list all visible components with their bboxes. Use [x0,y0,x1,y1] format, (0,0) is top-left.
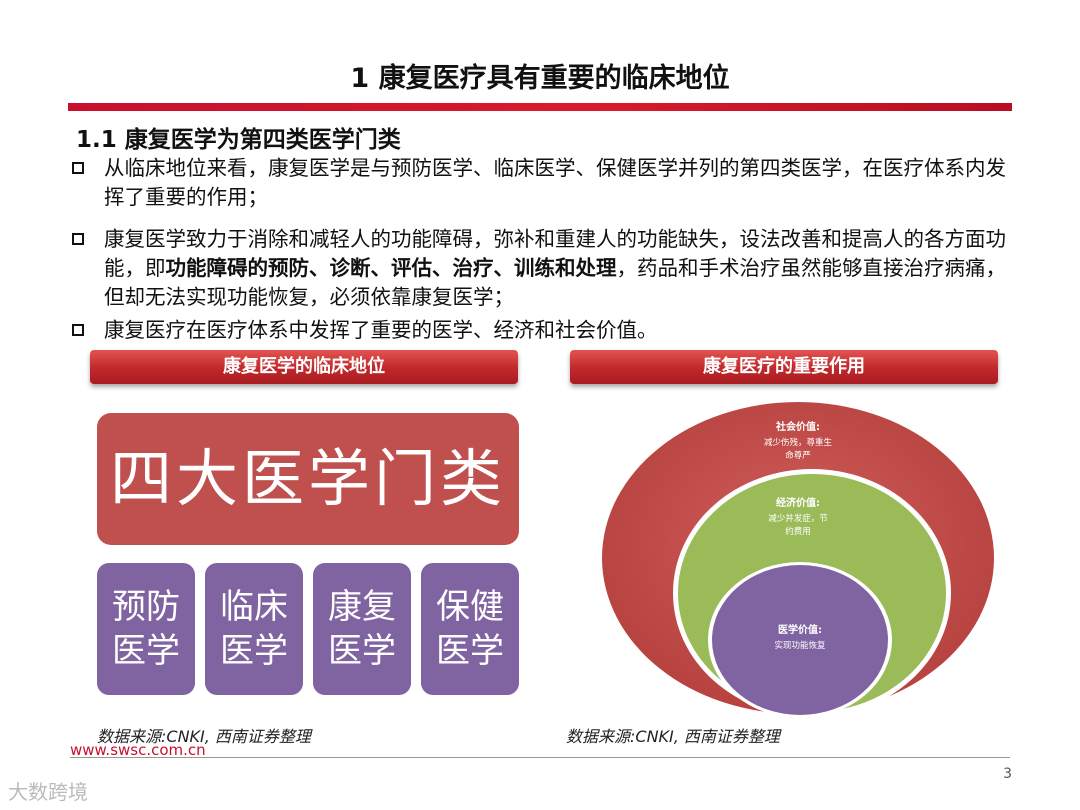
economic-value-label: 经济价值: 减少并发症，节 约费用 [723,494,873,539]
bullet-text: 康复医学致力于消除和减轻人的功能障碍，弥补和重建人的功能缺失，设法改善和提高人的… [70,225,1020,312]
social-value-desc: 减少伤残，尊重生 [763,438,832,448]
category-line: 医学 [328,631,396,671]
watermark-logo: 大数跨境 [8,780,88,804]
category-line: 医学 [436,631,504,671]
right-source-note: 数据来源:CNKI, 西南证券整理 [566,727,780,746]
bullet-item: 康复医疗在医疗体系中发挥了重要的医学、经济和社会价值。 [70,316,1020,345]
right-panel-header: 康复医疗的重要作用 [570,350,998,384]
bullet-text: 康复医疗在医疗体系中发挥了重要的医学、经济和社会价值。 [104,318,658,342]
bullet-item: 从临床地位来看，康复医学是与预防医学、临床医学、保健医学并列的第四类医学，在医疗… [70,154,1020,212]
bullet-text-emphasis: 功能障碍的预防、诊断、评估、治疗、训练和处理 [165,256,617,280]
bullet-text: 从临床地位来看，康复医学是与预防医学、临床医学、保健医学并列的第四类医学，在医疗… [104,156,1006,209]
slide-title: 1 康复医疗具有重要的临床地位 [350,63,730,94]
category-box: 临床 医学 [205,563,303,695]
category-line: 临床 [220,587,288,627]
category-line: 医学 [220,631,288,671]
left-panel-header: 康复医学的临床地位 [90,350,518,384]
inner-ring-medical [712,565,888,715]
economic-value-desc: 约费用 [785,527,811,537]
section-subtitle: 1.1 康复医学为第四类医学门类 [76,127,401,153]
square-bullet-icon [72,324,84,336]
category-box: 康复 医学 [313,563,411,695]
footer-divider [70,757,1010,758]
economic-value-title: 经济价值: [776,498,820,509]
bullet-text-part: 康复医学致力于消除和减轻人的功能障碍，弥补和重建人的功能缺失，设法改善和提高人的… [104,227,1006,280]
medical-value-title: 医学价值: [778,625,822,636]
category-line: 保健 [436,587,504,627]
social-value-title: 社会价值: [776,422,820,433]
left-source-note: 数据来源:CNKI, 西南证券整理 [97,727,311,746]
category-line: 医学 [112,631,180,671]
social-value-label: 社会价值: 减少伤残，尊重生 命尊严 [723,418,873,463]
nested-value-rings [602,402,994,718]
bullet-text-part: ，药品和手术治疗虽然能够直接治疗病痛，但却无法实现功能恢复，必须依靠康复医学； [104,256,1006,309]
category-box: 保健 医学 [421,563,519,695]
square-bullet-icon [72,162,84,174]
page-number: 3 [1003,766,1012,782]
category-line: 康复 [328,587,396,627]
category-box: 预防 医学 [97,563,195,695]
category-line: 预防 [112,587,180,627]
economic-value-desc: 减少并发症，节 [768,514,828,524]
square-bullet-icon [72,233,84,245]
medical-value-desc: 实现功能恢复 [774,641,826,651]
bullet-item: 康复医学致力于消除和减轻人的功能障碍，弥补和重建人的功能缺失，设法改善和提高人的… [70,225,1020,312]
social-value-desc: 命尊严 [785,451,811,461]
footer-url: www.swsc.com.cn [70,741,206,759]
title-divider [68,103,1012,111]
medical-value-label: 医学价值: 实现功能恢复 [725,621,875,653]
main-category-box: 四大医学门类 [97,413,519,545]
